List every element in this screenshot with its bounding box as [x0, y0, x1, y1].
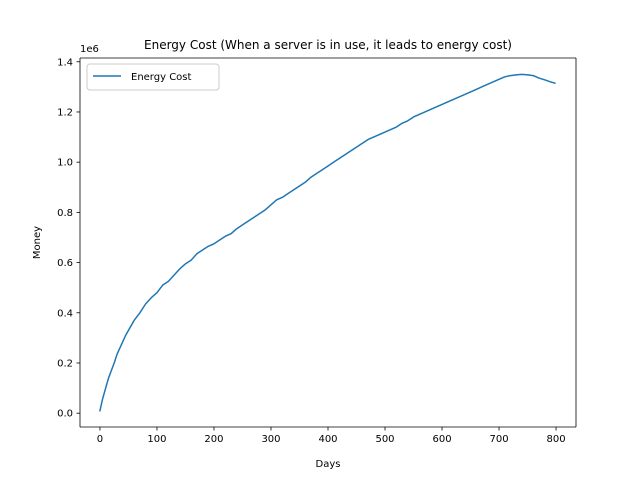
series-layer: [99, 73, 556, 412]
x-tick-label: 600: [432, 434, 451, 445]
x-tick-label: 700: [489, 434, 508, 445]
y-tick-label: 1.2: [57, 107, 73, 118]
y-tick-label: 0.6: [57, 258, 73, 269]
y-axis-label: Money: [32, 226, 43, 259]
plot-area: [80, 58, 576, 427]
legend-label-energy-cost: Energy Cost: [131, 72, 191, 83]
x-axis-ticks: 0 100 200 300 400 500 600 700 800: [97, 427, 566, 445]
x-tick-label: 500: [375, 434, 394, 445]
series-line-energy-cost: [99, 73, 556, 412]
x-axis-label: Days: [316, 459, 341, 470]
y-tick-label: 0.8: [57, 208, 73, 219]
x-tick-label: 800: [546, 434, 565, 445]
y-tick-label: 1.0: [57, 158, 73, 169]
x-tick-label: 0: [97, 434, 103, 445]
y-tick-label: 0.0: [57, 409, 73, 420]
y-tick-label: 0.2: [57, 358, 73, 369]
legend: Energy Cost: [86, 63, 220, 91]
y-tick-label: 0.4: [57, 308, 73, 319]
x-tick-label: 100: [147, 434, 166, 445]
y-axis-ticks: 0.0 0.2 0.4 0.6 0.8 1.0 1.2 1.4: [57, 57, 80, 420]
chart-title: Energy Cost (When a server is in use, it…: [144, 38, 512, 52]
legend-box: [86, 63, 220, 91]
x-tick-label: 200: [204, 434, 223, 445]
y-tick-label: 1.4: [57, 57, 73, 68]
x-tick-label: 300: [261, 434, 280, 445]
y-offset-text: 1e6: [80, 44, 99, 55]
x-tick-label: 400: [318, 434, 337, 445]
